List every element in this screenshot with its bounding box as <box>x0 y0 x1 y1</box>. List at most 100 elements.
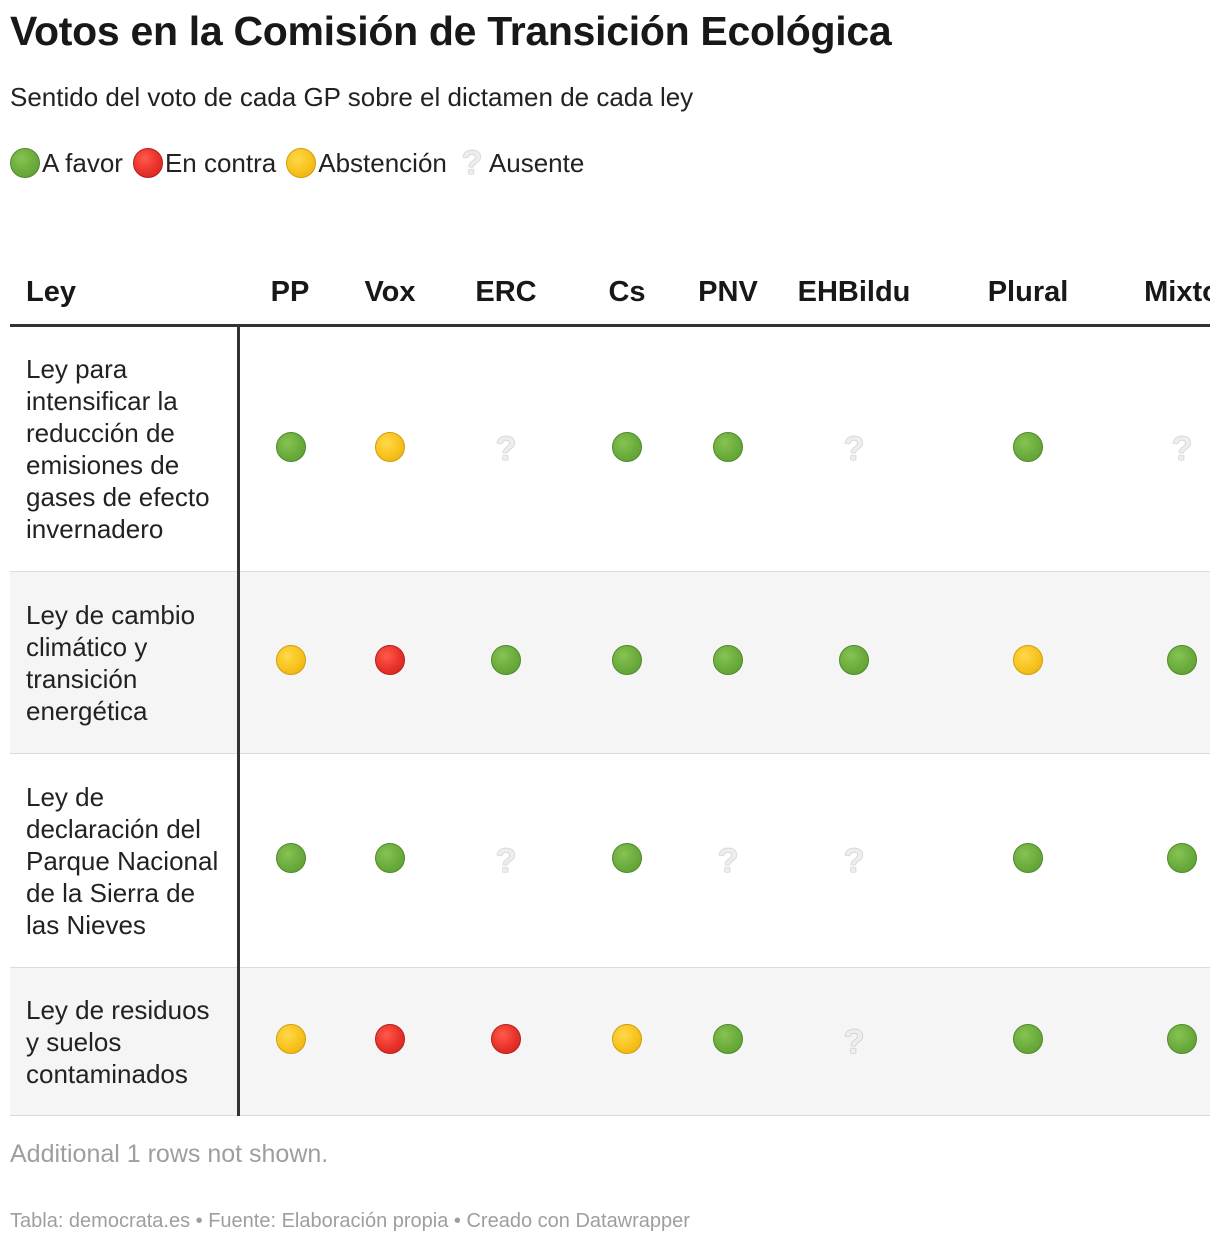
yellow-circle-icon <box>275 645 306 675</box>
vote-cell: ? <box>776 325 932 572</box>
question-mark-icon: ? <box>495 430 517 468</box>
table-row: Ley para intensificar la reducción de em… <box>10 325 1210 572</box>
red-circle-icon <box>375 645 405 675</box>
legend-item-contra: En contra <box>132 147 277 179</box>
vote-cell <box>574 753 680 968</box>
vote-cell <box>238 967 342 1116</box>
vote-cell <box>776 571 932 754</box>
vote-cell <box>238 325 342 572</box>
green-circle-icon <box>1167 645 1197 675</box>
table-row: Ley de declaración del Parque Nacional d… <box>10 753 1210 968</box>
ley-name-cell: Ley de cambio climático y transición ene… <box>10 571 240 754</box>
vote-cell <box>1124 753 1210 968</box>
yellow-circle-icon <box>1013 645 1043 675</box>
vote-cell <box>342 571 438 754</box>
yellow-circle-icon <box>275 1024 306 1054</box>
vote-cell <box>680 967 776 1116</box>
vote-cell <box>342 967 438 1116</box>
column-header-mixto[interactable]: Mixto <box>1124 260 1210 327</box>
column-header-ehbildu[interactable]: EHBildu <box>776 260 932 327</box>
vote-cell <box>342 753 438 968</box>
green-circle-icon <box>1013 843 1043 873</box>
yellow-circle-icon <box>286 148 317 178</box>
question-mark-icon: ? <box>843 430 865 468</box>
green-circle-icon <box>713 645 743 675</box>
column-header-cs[interactable]: Cs <box>574 260 680 327</box>
votes-table-container: Ley PP Vox ERC Cs PNV EHBildu Plural Mix… <box>10 260 1210 1122</box>
column-header-vox[interactable]: Vox <box>342 260 438 327</box>
legend-label-abstencion: Abstención <box>318 147 447 178</box>
green-circle-icon <box>10 148 40 178</box>
vote-cell: ? <box>438 325 574 572</box>
question-mark-icon: ? <box>1171 430 1193 468</box>
vote-cell: ? <box>1124 325 1210 572</box>
yellow-circle-icon <box>375 431 405 462</box>
ley-name-cell: Ley de residuos y suelos contaminados <box>10 967 240 1116</box>
vote-cell <box>932 753 1124 968</box>
legend-label-favor: A favor <box>42 147 123 178</box>
vote-cell <box>680 325 776 572</box>
green-circle-icon <box>275 843 306 873</box>
votes-table: Ley PP Vox ERC Cs PNV EHBildu Plural Mix… <box>10 260 1210 1116</box>
legend: A favor En contra Abstención ? Ausente <box>10 146 594 180</box>
legend-label-contra: En contra <box>164 147 277 178</box>
green-circle-icon <box>375 843 405 873</box>
column-header-plural[interactable]: Plural <box>932 260 1124 327</box>
vote-cell <box>238 571 342 754</box>
ley-name-cell: Ley para intensificar la reducción de em… <box>10 325 240 572</box>
footer-credits: Tabla: democrata.es • Fuente: Elaboració… <box>10 1210 690 1232</box>
column-header-ley[interactable]: Ley <box>10 260 238 327</box>
green-circle-icon <box>839 645 869 675</box>
green-circle-icon <box>491 645 521 675</box>
red-circle-icon <box>132 148 163 178</box>
legend-item-ausente: ? Ausente <box>457 144 585 182</box>
vote-cell <box>932 325 1124 572</box>
chart-subtitle: Sentido del voto de cada GP sobre el dic… <box>10 82 694 112</box>
vote-cell <box>438 967 574 1116</box>
vote-cell <box>932 967 1124 1116</box>
green-circle-icon <box>713 431 743 462</box>
vote-cell <box>1124 967 1210 1116</box>
green-circle-icon <box>1013 431 1043 462</box>
green-circle-icon <box>1167 1024 1197 1054</box>
vote-cell <box>574 325 680 572</box>
vote-cell <box>680 571 776 754</box>
red-circle-icon <box>491 1024 521 1054</box>
vote-cell <box>238 753 342 968</box>
legend-item-abstencion: Abstención <box>286 148 447 179</box>
table-row: Ley de cambio climático y transición ene… <box>10 571 1210 754</box>
question-mark-icon: ? <box>843 1022 865 1061</box>
column-header-pp[interactable]: PP <box>238 260 342 327</box>
vote-cell: ? <box>776 753 932 968</box>
column-header-erc[interactable]: ERC <box>438 260 574 327</box>
vote-cell: ? <box>776 967 932 1116</box>
green-circle-icon <box>612 843 642 873</box>
question-mark-icon: ? <box>843 841 865 880</box>
red-circle-icon <box>375 1024 405 1054</box>
vote-cell <box>932 571 1124 754</box>
table-row: Ley de residuos y suelos contaminados? <box>10 967 1210 1116</box>
question-mark-icon: ? <box>495 841 517 880</box>
green-circle-icon <box>612 431 642 462</box>
vote-cell: ? <box>438 753 574 968</box>
vote-cell <box>1124 571 1210 754</box>
vote-cell <box>574 967 680 1116</box>
green-circle-icon <box>1167 843 1197 873</box>
table-header-row: Ley PP Vox ERC Cs PNV EHBildu Plural Mix… <box>10 260 1210 327</box>
green-circle-icon <box>612 645 642 675</box>
question-mark-icon: ? <box>717 841 739 880</box>
question-mark-icon: ? <box>461 144 483 182</box>
vote-cell: ? <box>680 753 776 968</box>
legend-item-favor: A favor <box>10 148 123 179</box>
ley-name-cell: Ley de declaración del Parque Nacional d… <box>10 753 240 968</box>
green-circle-icon <box>275 431 306 462</box>
vote-cell <box>438 571 574 754</box>
green-circle-icon <box>713 1024 743 1054</box>
chart-title: Votos en la Comisión de Transición Ecoló… <box>10 8 892 54</box>
vote-cell <box>574 571 680 754</box>
green-circle-icon <box>1013 1024 1043 1054</box>
vote-cell <box>342 325 438 572</box>
legend-label-ausente: Ausente <box>488 147 585 178</box>
column-header-pnv[interactable]: PNV <box>680 260 776 327</box>
yellow-circle-icon <box>612 1024 642 1054</box>
